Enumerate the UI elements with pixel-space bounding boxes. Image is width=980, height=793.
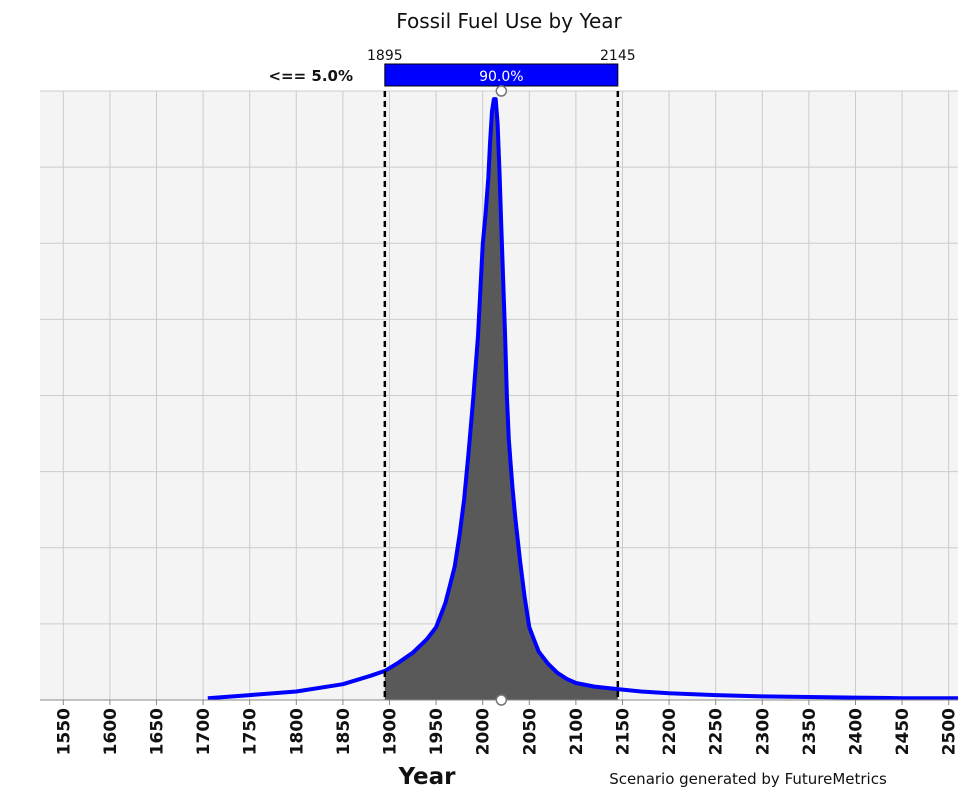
x-tick-label: 1550: [54, 708, 74, 755]
x-tick-label: 1800: [287, 708, 307, 755]
chart-title: Fossil Fuel Use by Year: [396, 9, 622, 33]
bottom-slider-handle[interactable]: [495, 694, 508, 706]
interval-high-label: 2145: [600, 48, 636, 64]
distribution-line: [207, 97, 958, 701]
top-slider-handle[interactable]: [495, 85, 508, 97]
x-axis-label: Year: [397, 764, 456, 790]
x-tick-label: 2500: [940, 708, 960, 755]
plot-area: [40, 90, 958, 701]
x-tick-label: 1650: [147, 708, 167, 755]
distribution-area: [384, 99, 618, 701]
x-tick-label: 2450: [893, 708, 913, 755]
x-tick-label: 1850: [334, 708, 354, 755]
interval-low-label: 1895: [367, 48, 403, 64]
interval-band: 90.0% 1895 2145 <== 5.0%: [268, 48, 636, 706]
x-tick-label: 2350: [800, 708, 820, 755]
left-tail-label: <== 5.0%: [268, 67, 353, 85]
interval-center-label: 90.0%: [479, 69, 523, 85]
credit-text: Scenario generated by FutureMetrics: [609, 770, 887, 788]
x-tick-label: 2050: [520, 708, 540, 755]
x-tick-label: 1900: [380, 708, 400, 755]
x-tick-label: 1600: [101, 708, 121, 755]
x-tick-label: 2300: [753, 708, 773, 755]
x-tick-label: 2200: [660, 708, 680, 755]
x-tick-label: 2150: [613, 708, 633, 755]
x-tick-label: 1700: [194, 708, 214, 755]
x-tick-label: 2400: [846, 708, 866, 755]
x-tick-label: 2100: [567, 708, 587, 755]
x-tick-label: 1950: [427, 708, 447, 755]
x-axis-ticks: 1550 1600 1650 1700 1750 1800 1850 1900 1950 2000…: [54, 700, 960, 755]
x-tick-label: 1750: [241, 708, 261, 755]
x-tick-label: 2250: [707, 708, 727, 755]
x-tick-label: 2000: [474, 708, 494, 755]
